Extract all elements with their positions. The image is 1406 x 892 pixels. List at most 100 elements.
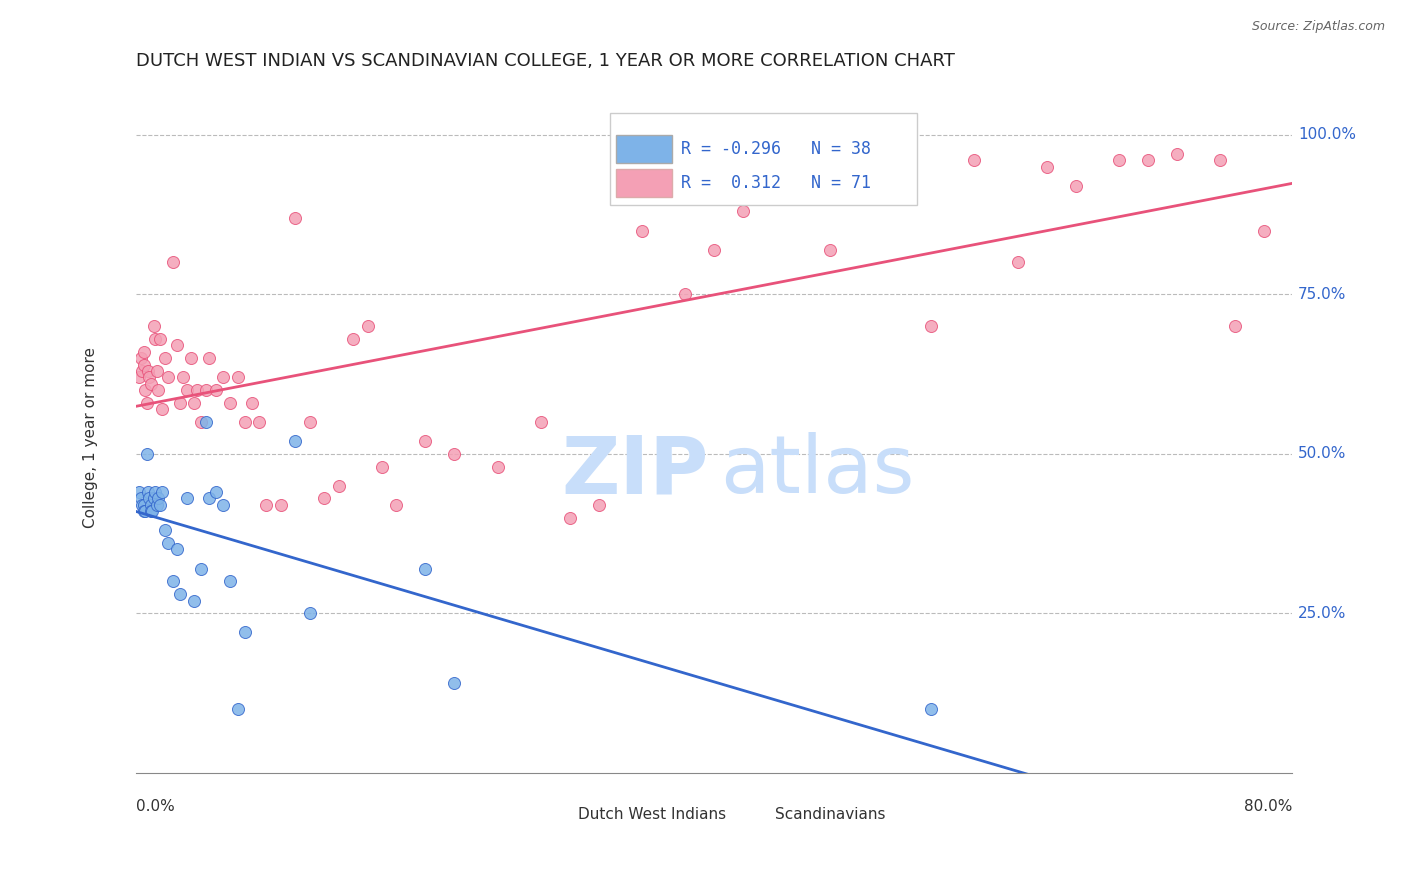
Point — [226, 370, 249, 384]
Point — [141, 504, 163, 518]
Point — [205, 485, 228, 500]
Point — [1253, 223, 1275, 237]
Point — [920, 702, 942, 716]
Text: DUTCH WEST INDIAN VS SCANDINAVIAN COLLEGE, 1 YEAR OR MORE CORRELATION CHART: DUTCH WEST INDIAN VS SCANDINAVIAN COLLEG… — [136, 52, 955, 70]
Point — [128, 370, 150, 384]
Point — [775, 178, 797, 193]
Point — [155, 351, 177, 366]
Text: 100.0%: 100.0% — [1298, 128, 1357, 143]
Text: Dutch West Indians: Dutch West Indians — [578, 807, 725, 822]
Point — [284, 211, 307, 225]
Point — [143, 485, 166, 500]
Text: 25.0%: 25.0% — [1298, 606, 1347, 621]
Point — [129, 491, 152, 506]
Point — [194, 383, 217, 397]
Point — [145, 364, 167, 378]
Point — [703, 243, 725, 257]
Point — [205, 383, 228, 397]
Point — [146, 383, 169, 397]
Point — [247, 415, 270, 429]
Text: College, 1 year or more: College, 1 year or more — [83, 347, 97, 528]
Point — [129, 351, 152, 366]
Point — [212, 370, 235, 384]
Point — [314, 491, 336, 506]
Point — [190, 561, 212, 575]
Point — [443, 447, 465, 461]
Point — [342, 332, 364, 346]
FancyBboxPatch shape — [616, 136, 672, 163]
Point — [256, 498, 278, 512]
Point — [135, 396, 157, 410]
Point — [197, 491, 219, 506]
Point — [139, 498, 162, 512]
Point — [138, 370, 160, 384]
Point — [194, 415, 217, 429]
Point — [284, 434, 307, 448]
Point — [132, 358, 155, 372]
Point — [486, 459, 509, 474]
Point — [226, 702, 249, 716]
Point — [1064, 178, 1087, 193]
Point — [142, 319, 165, 334]
Point — [176, 491, 198, 506]
Point — [240, 396, 263, 410]
Point — [139, 504, 162, 518]
Point — [848, 178, 870, 193]
Point — [1035, 160, 1057, 174]
Point — [530, 415, 553, 429]
Point — [415, 434, 437, 448]
Point — [135, 447, 157, 461]
Point — [415, 561, 437, 575]
Point — [219, 396, 242, 410]
Text: Scandinavians: Scandinavians — [775, 807, 884, 822]
Text: R =  0.312   N = 71: R = 0.312 N = 71 — [681, 174, 870, 192]
Point — [134, 504, 156, 518]
Point — [138, 491, 160, 506]
Text: 75.0%: 75.0% — [1298, 287, 1347, 301]
Text: 0.0%: 0.0% — [136, 799, 176, 814]
Point — [152, 485, 174, 500]
Point — [298, 415, 321, 429]
Point — [176, 383, 198, 397]
Point — [162, 255, 184, 269]
Point — [152, 402, 174, 417]
Point — [1108, 153, 1130, 168]
Point — [371, 459, 394, 474]
FancyBboxPatch shape — [610, 113, 917, 205]
Point — [183, 396, 205, 410]
Point — [157, 536, 180, 550]
Point — [588, 498, 610, 512]
Point — [166, 338, 188, 352]
Point — [172, 370, 194, 384]
Text: R = -0.296   N = 38: R = -0.296 N = 38 — [681, 140, 870, 158]
Point — [183, 593, 205, 607]
Point — [963, 153, 986, 168]
Point — [328, 479, 350, 493]
FancyBboxPatch shape — [740, 807, 768, 823]
Point — [143, 332, 166, 346]
FancyBboxPatch shape — [543, 807, 571, 823]
Text: ZIP: ZIP — [561, 433, 709, 510]
Point — [128, 485, 150, 500]
Point — [270, 498, 292, 512]
Point — [1166, 147, 1188, 161]
Text: 50.0%: 50.0% — [1298, 446, 1347, 461]
Point — [212, 498, 235, 512]
Point — [155, 524, 177, 538]
Point — [166, 542, 188, 557]
Point — [197, 351, 219, 366]
Point — [139, 376, 162, 391]
Point — [1223, 319, 1246, 334]
Point — [443, 676, 465, 690]
Point — [818, 243, 841, 257]
Point — [733, 204, 755, 219]
Point — [1007, 255, 1029, 269]
Text: 80.0%: 80.0% — [1244, 799, 1292, 814]
Point — [136, 364, 159, 378]
Point — [920, 319, 942, 334]
Point — [233, 625, 256, 640]
Point — [148, 332, 170, 346]
Point — [136, 485, 159, 500]
Point — [631, 223, 654, 237]
Point — [233, 415, 256, 429]
